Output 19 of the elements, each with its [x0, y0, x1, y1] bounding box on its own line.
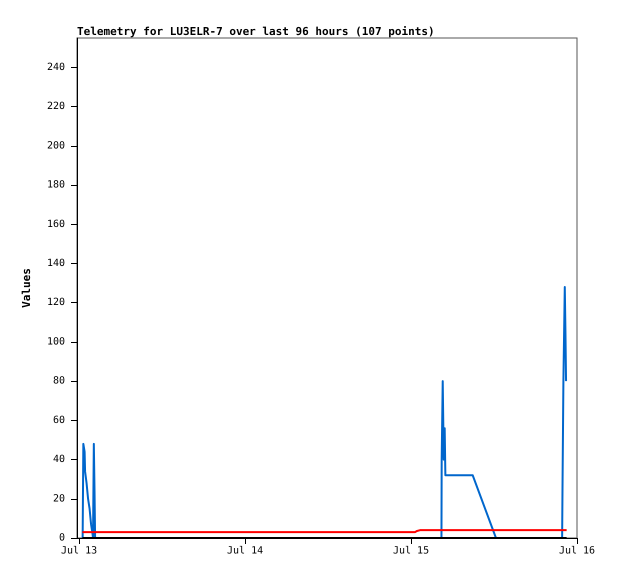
x-tick-label: Jul 14 [226, 546, 264, 556]
y-tick-label: 40 [52, 454, 65, 466]
y-tick-label: 20 [52, 493, 65, 504]
y-tick-label: 0 [58, 532, 65, 544]
y-tick-label: 120 [46, 297, 65, 308]
y-tick-label: 60 [52, 414, 65, 426]
y-tick-label: 140 [46, 258, 65, 269]
y-tick-label: 220 [46, 101, 65, 112]
y-tick-label: 180 [46, 180, 65, 191]
y-tick-label: 100 [46, 336, 65, 348]
y-tick-label: 240 [46, 62, 65, 73]
y-axis-title: Values [20, 268, 33, 308]
y-tick-label: 200 [46, 140, 65, 152]
y-tick-label: 80 [52, 376, 65, 387]
x-tick-label: Jul 13 [61, 546, 98, 556]
chart-title: Telemetry for LU3ELR-7 over last 96 hours (107 points) [77, 25, 435, 38]
x-tick-label: Jul 16 [558, 546, 596, 556]
x-tick-label: Jul 15 [392, 546, 430, 556]
y-tick-label: 160 [46, 218, 65, 230]
